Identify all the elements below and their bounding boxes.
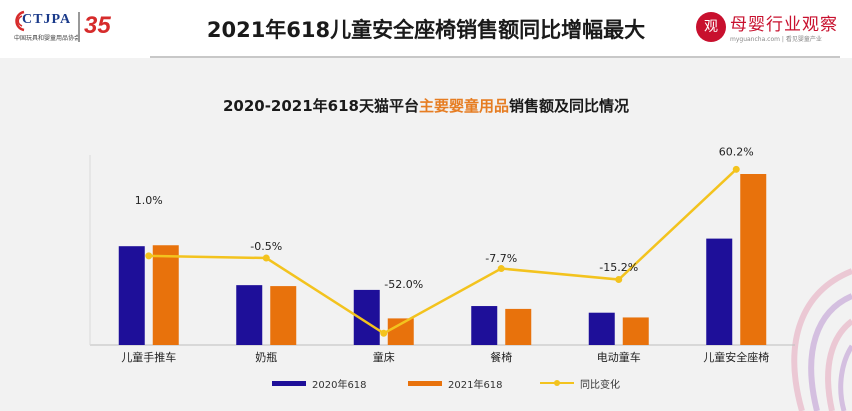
- decorative-swirl-icon: [791, 268, 852, 411]
- x-tick-label-2: 童床: [373, 350, 395, 364]
- yoy-point-4: [615, 276, 623, 284]
- bar-2021-5: [740, 174, 767, 345]
- yoy-label-0: 1.0%: [135, 194, 163, 207]
- chart-title: 2020-2021年618天猫平台主要婴童用品销售额及同比情况: [0, 95, 852, 116]
- x-tick-label-1: 奶瓶: [255, 350, 277, 364]
- bar-2021-4: [622, 317, 649, 345]
- page-title: 2021年618儿童安全座椅销售额同比增幅最大: [206, 18, 646, 42]
- legend-label-yoy: 同比变化: [580, 379, 620, 391]
- bar-2020-1: [236, 285, 263, 345]
- brand-badge-icon: 观: [696, 12, 726, 42]
- yoy-line: [148, 168, 738, 335]
- chart-title-prefix: 2020-2021年618天猫平台: [222, 97, 419, 115]
- header-divider: [150, 56, 840, 58]
- legend-swatch-yoy: [540, 380, 574, 386]
- bar-2020-5: [706, 238, 733, 345]
- ctjpa-swirl-icon: [15, 10, 25, 32]
- yoy-point-1: [262, 254, 270, 262]
- x-tick-label-4: 电动童车: [597, 350, 641, 364]
- yoy-label-1: -0.5%: [250, 240, 282, 253]
- chart-title-suffix: 销售额及同比情况: [509, 97, 630, 115]
- yoy-label-5: 60.2%: [719, 145, 754, 158]
- legend-item-yoy: 同比变化: [540, 376, 620, 391]
- chart-title-highlight: 主要婴童用品: [419, 97, 510, 115]
- x-tick-label-5: 儿童安全座椅: [703, 350, 769, 364]
- bar-2021-3: [505, 308, 532, 345]
- yoy-label-4: -15.2%: [599, 261, 638, 274]
- legend-swatch-2020: [272, 380, 306, 386]
- ctjpa-subtitle: 中国玩具和婴童用品协会: [14, 35, 81, 42]
- yoy-point-0: [145, 252, 153, 260]
- legend-swatch-2021: [408, 380, 442, 386]
- yoy-point-5: [732, 165, 740, 173]
- bar-2021-1: [270, 286, 297, 345]
- yoy-point-3: [497, 265, 505, 273]
- bar-2020-4: [588, 312, 615, 345]
- legend-label-2020: 2020年618: [312, 379, 367, 391]
- x-tick-label-3: 餐椅: [490, 350, 512, 364]
- x-tick-label-0: 儿童手推车: [121, 350, 176, 364]
- ctjpa-name: CTJPA: [22, 12, 72, 27]
- bar-2021-0: [152, 245, 179, 345]
- yoy-point-2: [380, 329, 388, 337]
- legend-item-2020: 2020年618: [272, 376, 367, 391]
- bar-2021-2: [387, 318, 414, 345]
- legend-item-2021: 2021年618: [408, 376, 503, 391]
- yoy-label-2: -52.0%: [384, 278, 423, 291]
- anniversary-badge: 35: [84, 12, 111, 39]
- bar-2020-3: [471, 306, 498, 345]
- legend-label-2021: 2021年618: [448, 379, 503, 391]
- brand-name: 母婴行业观察: [730, 15, 838, 35]
- yoy-label-3: -7.7%: [485, 252, 517, 265]
- logo-separator: [78, 12, 80, 42]
- brand-url: myguancha.com | 看见婴童产业: [730, 36, 822, 43]
- bar-2020-0: [118, 246, 145, 345]
